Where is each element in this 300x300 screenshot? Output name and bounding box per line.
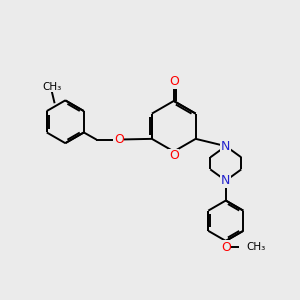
Text: CH₃: CH₃ xyxy=(246,242,265,253)
Text: N: N xyxy=(221,174,230,187)
Text: O: O xyxy=(114,133,124,146)
Text: O: O xyxy=(169,75,179,88)
Text: N: N xyxy=(221,140,230,153)
Text: O: O xyxy=(169,149,179,162)
Text: O: O xyxy=(221,241,231,254)
Text: CH₃: CH₃ xyxy=(42,82,61,92)
